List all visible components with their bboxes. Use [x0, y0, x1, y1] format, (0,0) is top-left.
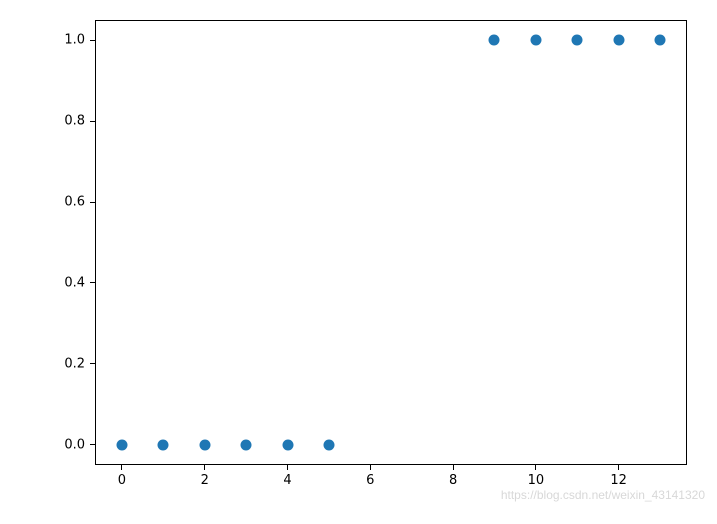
y-tick-label: 1.0	[64, 33, 85, 48]
x-tick-label: 2	[201, 473, 209, 488]
data-point	[530, 35, 541, 46]
x-tick	[204, 465, 205, 470]
data-point	[158, 439, 169, 450]
data-point	[116, 439, 127, 450]
axis-spine-bottom	[95, 464, 687, 465]
x-tick	[453, 465, 454, 470]
data-point	[572, 35, 583, 46]
x-tick-label: 10	[528, 473, 545, 488]
scatter-chart: 0 2 4 6 8 10 12 0.0 0.2 0.4 0.6 0.8 1.0	[35, 10, 705, 510]
data-point	[655, 35, 666, 46]
y-tick	[90, 202, 95, 203]
data-point	[489, 35, 500, 46]
axis-spine-top	[95, 20, 687, 21]
data-point	[282, 439, 293, 450]
y-tick-label: 0.4	[64, 275, 85, 290]
y-tick	[90, 121, 95, 122]
y-tick-label: 0.0	[64, 437, 85, 452]
plot-area	[95, 20, 687, 465]
x-tick-label: 8	[449, 473, 457, 488]
data-point	[241, 439, 252, 450]
x-tick-label: 6	[366, 473, 374, 488]
x-tick	[121, 465, 122, 470]
y-tick-label: 0.2	[64, 356, 85, 371]
x-tick	[287, 465, 288, 470]
y-tick-label: 0.8	[64, 114, 85, 129]
x-tick-label: 0	[118, 473, 126, 488]
y-tick	[90, 40, 95, 41]
y-tick	[90, 444, 95, 445]
data-point	[199, 439, 210, 450]
data-point	[613, 35, 624, 46]
x-tick	[618, 465, 619, 470]
y-tick-label: 0.6	[64, 195, 85, 210]
x-tick-label: 4	[283, 473, 291, 488]
data-point	[323, 439, 334, 450]
axis-spine-left	[95, 20, 96, 465]
x-tick	[535, 465, 536, 470]
x-tick-label: 12	[610, 473, 627, 488]
y-tick	[90, 282, 95, 283]
y-tick	[90, 363, 95, 364]
axis-spine-right	[686, 20, 687, 465]
x-tick	[370, 465, 371, 470]
